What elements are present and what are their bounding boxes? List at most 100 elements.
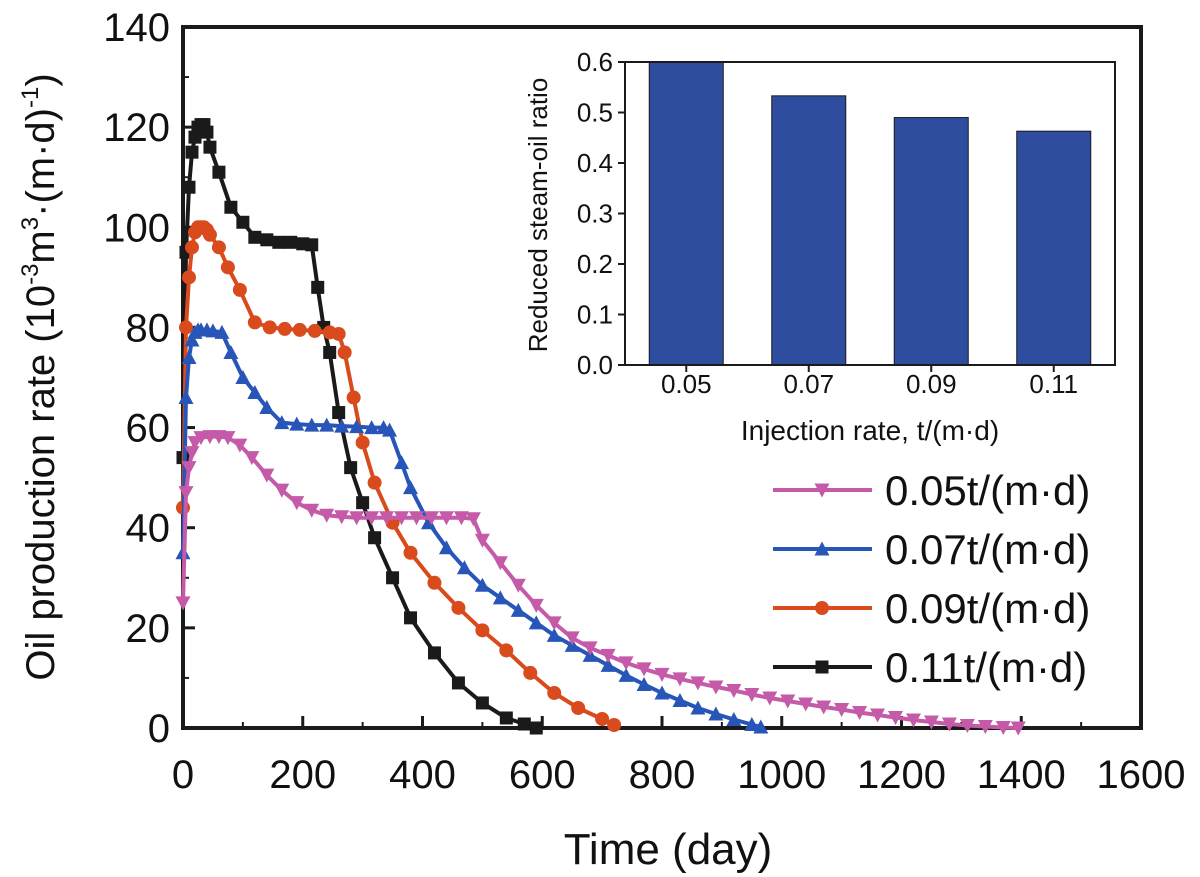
data-point bbox=[200, 125, 214, 139]
data-point bbox=[211, 240, 226, 255]
inset-bars bbox=[648, 61, 1092, 366]
data-point bbox=[420, 515, 436, 530]
x-tick-label: 1400 bbox=[977, 753, 1066, 797]
data-point bbox=[654, 685, 670, 700]
x-tick-label: 1200 bbox=[857, 753, 946, 797]
data-point bbox=[607, 717, 622, 732]
inset-bar bbox=[648, 61, 724, 366]
y-axis-title-part4: ) bbox=[19, 73, 63, 86]
data-point bbox=[344, 461, 358, 475]
data-point bbox=[236, 215, 250, 229]
data-point bbox=[304, 503, 320, 518]
legend-marker bbox=[814, 541, 830, 556]
data-point bbox=[492, 590, 508, 605]
legend-entry: 0.05t/(m·d) bbox=[773, 467, 1090, 514]
data-point bbox=[394, 455, 410, 470]
data-point bbox=[193, 431, 209, 446]
data-point bbox=[427, 646, 441, 660]
data-point bbox=[780, 694, 796, 709]
data-point bbox=[368, 531, 382, 545]
data-point bbox=[744, 716, 760, 731]
data-point bbox=[259, 400, 275, 415]
data-point bbox=[394, 511, 410, 526]
data-point bbox=[277, 321, 292, 336]
inset-x-tick-label: 0.09 bbox=[906, 369, 957, 399]
y-tick-label: 0 bbox=[148, 707, 170, 751]
data-point bbox=[181, 461, 197, 476]
data-point bbox=[184, 240, 199, 255]
y-axis-title-part3: ·(m·d) bbox=[19, 108, 63, 217]
data-point bbox=[214, 324, 230, 339]
data-point bbox=[456, 560, 472, 575]
data-point bbox=[870, 708, 886, 723]
data-point bbox=[323, 345, 337, 359]
data-point bbox=[332, 406, 346, 420]
data-point bbox=[451, 676, 465, 690]
inset-x-axis-title: Injection rate, t/(m·d) bbox=[741, 415, 999, 446]
inset-y-tick-labels: 0.0 0.1 0.2 0.3 0.4 0.5 0.6 bbox=[577, 47, 613, 380]
x-tick-label: 1600 bbox=[1097, 753, 1186, 797]
data-point bbox=[510, 578, 526, 593]
data-point bbox=[888, 710, 904, 725]
inset-bar bbox=[893, 117, 969, 366]
data-point bbox=[284, 235, 298, 249]
data-point bbox=[672, 692, 688, 707]
data-point bbox=[762, 691, 778, 706]
x-tick-label: 0 bbox=[172, 753, 194, 797]
data-point bbox=[247, 315, 262, 330]
data-point bbox=[223, 344, 239, 359]
data-point bbox=[349, 419, 365, 434]
data-point bbox=[582, 641, 598, 656]
inset-y-tick-label: 0.1 bbox=[577, 300, 613, 330]
data-point bbox=[816, 700, 832, 715]
data-point bbox=[834, 702, 850, 717]
data-point bbox=[386, 571, 400, 585]
y-axis-title-part2: m bbox=[19, 230, 63, 263]
data-point bbox=[307, 323, 322, 338]
inset-x-tick-label: 0.11 bbox=[1029, 369, 1078, 399]
data-point bbox=[244, 451, 260, 466]
data-point bbox=[304, 417, 320, 432]
data-point bbox=[474, 533, 490, 548]
x-axis-title: Time (day) bbox=[564, 825, 773, 874]
y-axis-title: Oil production rate (10-3m3·(m·d)-1) bbox=[17, 73, 63, 680]
data-point bbox=[690, 700, 706, 715]
data-point bbox=[423, 511, 439, 526]
data-point bbox=[465, 512, 481, 527]
data-point bbox=[995, 720, 1011, 735]
data-point bbox=[178, 320, 193, 335]
data-point bbox=[600, 648, 616, 663]
data-point bbox=[367, 475, 382, 490]
inset-y-tick-label: 0.2 bbox=[577, 249, 613, 279]
inset-y-tick-label: 0.3 bbox=[577, 199, 613, 229]
y-tick-label: 80 bbox=[126, 306, 171, 350]
y-tick-label: 40 bbox=[126, 507, 171, 551]
data-point bbox=[364, 420, 380, 435]
data-point bbox=[475, 623, 490, 638]
data-point bbox=[499, 643, 514, 658]
data-point bbox=[959, 718, 975, 733]
inset-x-tick-label: 0.05 bbox=[661, 369, 712, 399]
x-tick-label: 200 bbox=[269, 753, 336, 797]
data-point bbox=[564, 631, 580, 646]
x-tick-label: 400 bbox=[389, 753, 456, 797]
y-tick-label: 60 bbox=[126, 407, 171, 451]
data-point bbox=[346, 390, 361, 405]
data-point bbox=[319, 417, 335, 432]
legend-marker bbox=[815, 660, 829, 674]
data-point bbox=[349, 511, 365, 526]
data-point bbox=[546, 616, 562, 631]
data-point bbox=[517, 717, 531, 731]
data-point bbox=[654, 667, 670, 682]
x-tick-label: 800 bbox=[629, 753, 696, 797]
data-point bbox=[475, 696, 489, 710]
data-point bbox=[319, 508, 335, 523]
data-point bbox=[289, 496, 305, 511]
inset-axis-ticks bbox=[618, 61, 1055, 372]
data-point bbox=[232, 282, 247, 297]
data-point bbox=[356, 496, 370, 510]
data-point bbox=[438, 540, 454, 555]
data-point bbox=[355, 435, 370, 450]
legend: 0.05t/(m·d) 0.07t/(m·d) 0.09t/(m·d) 0.11t/(… bbox=[773, 467, 1090, 691]
